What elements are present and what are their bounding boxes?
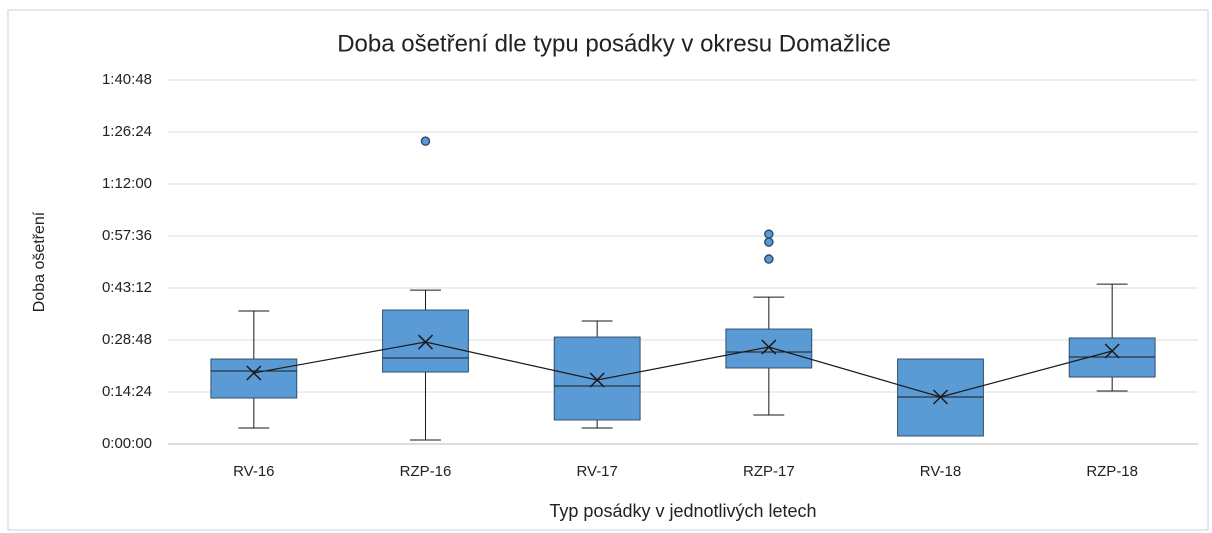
- mean-marker: [932, 389, 949, 405]
- x-tick-label: RZP-17: [743, 463, 795, 480]
- y-tick-label: 1:12:00: [102, 175, 152, 192]
- x-tick-label: RZP-16: [400, 463, 452, 480]
- outlier: [764, 237, 774, 247]
- x-axis-label: Typ posádky v jednotlivých letech: [549, 501, 816, 521]
- box: [725, 328, 813, 369]
- box: [553, 336, 641, 421]
- x-tick-label: RZP-18: [1086, 463, 1138, 480]
- y-tick-label: 1:26:24: [102, 123, 152, 140]
- y-tick-label: 1:40:48: [102, 71, 152, 88]
- chart-title: Doba ošetření dle typu posádky v okresu …: [337, 30, 891, 57]
- chart-border: [7, 9, 1209, 531]
- y-tick-label: 0:57:36: [102, 227, 152, 244]
- x-tick-label: RV-18: [920, 463, 961, 480]
- mean-line: [253, 341, 1113, 398]
- x-tick-label: RV-16: [233, 463, 274, 480]
- outlier: [420, 136, 431, 146]
- mean-marker: [246, 365, 262, 381]
- mean-marker: [1104, 343, 1120, 359]
- mean-marker: [761, 339, 777, 355]
- y-axis-label: Doba ošetření: [31, 211, 48, 312]
- mean-marker: [589, 372, 605, 388]
- mean-marker: [417, 334, 434, 350]
- y-tick-label: 0:43:12: [102, 279, 152, 296]
- box: [210, 358, 298, 399]
- outlier: [764, 254, 774, 264]
- y-tick-label: 0:28:48: [102, 331, 152, 348]
- outlier: [764, 229, 774, 239]
- x-tick-label: RV-17: [576, 463, 617, 480]
- y-tick-label: 0:00:00: [102, 435, 152, 452]
- y-tick-label: 0:14:24: [102, 383, 152, 400]
